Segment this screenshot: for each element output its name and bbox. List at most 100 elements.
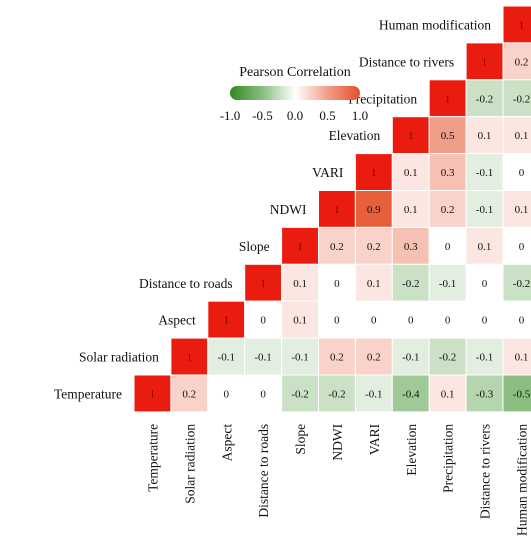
diagonal-cell: [465, 42, 504, 81]
cell-value: -0.1: [402, 352, 419, 364]
cell-value: 1: [334, 205, 339, 216]
cell-value: -0.1: [365, 388, 382, 400]
heatmap-cell: [502, 300, 531, 339]
cell-value: 0.3: [441, 167, 455, 179]
heatmap-cell: [281, 263, 320, 302]
heatmap-cell: [318, 374, 356, 413]
cell-value: 0.2: [367, 241, 381, 253]
legend-tick-label: 0.0: [287, 108, 303, 123]
cell-value: 0.1: [441, 388, 455, 400]
cell-value: 0.2: [330, 241, 344, 253]
legend-tick-label: 0.5: [319, 108, 335, 123]
heatmap-cell: [281, 374, 320, 413]
cell-value: -0.2: [439, 352, 456, 364]
cell-value: 1: [445, 94, 450, 105]
cell-value: 1: [519, 20, 524, 31]
heatmap-cell: [170, 374, 209, 413]
cell-value: -0.1: [218, 352, 235, 364]
row-label: Solar radiation: [79, 350, 159, 365]
cell-value: 0: [519, 315, 525, 327]
heatmap-cell: [465, 153, 504, 192]
cell-value: 0.2: [367, 352, 381, 364]
heatmap-cell: [465, 79, 504, 118]
heatmap-cell: [502, 337, 531, 376]
heatmap-cell: [502, 79, 531, 118]
cell-value: 0.2: [515, 56, 529, 68]
heatmap-cell: [391, 374, 430, 413]
column-label: Elevation: [404, 424, 419, 476]
heatmap-cell: [244, 374, 283, 413]
column-label: Human modification: [515, 424, 530, 536]
heatmap-cell: [428, 374, 467, 413]
cell-value: -0.1: [476, 352, 493, 364]
diagonal-cell: [133, 374, 172, 413]
cell-value: 0.1: [515, 204, 529, 216]
cell-value: 0.1: [515, 352, 529, 364]
heatmap-cell: [354, 300, 393, 339]
heatmap-cell: [465, 374, 504, 413]
cell-value: 1: [482, 57, 487, 68]
cell-value: -0.2: [328, 388, 345, 400]
diagonal-cell: [244, 263, 283, 302]
heatmap-cell: [428, 226, 467, 265]
cell-value: 1: [371, 168, 376, 179]
cell-value: 0.1: [404, 204, 418, 216]
heatmap-cell: [391, 263, 430, 302]
cell-value: 0: [482, 278, 488, 290]
row-label: VARI: [312, 165, 344, 180]
cell-value: 0: [519, 241, 525, 253]
heatmap-cell: [502, 190, 531, 228]
column-label: Solar radiation: [182, 424, 197, 504]
cell-value: 0: [445, 241, 451, 253]
cell-value: 0: [371, 315, 377, 327]
heatmap-cell: [281, 337, 320, 376]
cell-value: 1: [150, 389, 155, 400]
cell-value: 0.9: [367, 204, 381, 216]
heatmap-cell: [465, 300, 504, 339]
heatmap-cell: [465, 226, 504, 265]
cell-value: 1: [261, 279, 266, 290]
cell-value: -0.1: [476, 204, 493, 216]
cell-value: 0.1: [367, 278, 381, 290]
cell-value: -0.3: [476, 388, 494, 400]
cell-value: 0: [334, 278, 340, 290]
cell-value: 0.2: [441, 204, 455, 216]
cell-value: 1: [187, 353, 192, 364]
column-label: Temperature: [145, 424, 160, 492]
column-label: Distance to rivers: [478, 424, 493, 519]
cell-value: -0.1: [439, 278, 456, 290]
heatmap-cell: [244, 300, 283, 339]
cell-value: 0: [408, 315, 414, 327]
heatmap-cell: [502, 42, 531, 81]
cell-value: -0.2: [291, 388, 308, 400]
cell-value: 1: [298, 242, 303, 253]
row-label: Distance to rivers: [359, 54, 454, 69]
heatmap-cell: [354, 226, 393, 265]
column-label: Slope: [293, 424, 308, 455]
cell-value: -0.1: [254, 352, 271, 364]
column-label: Distance to roads: [256, 424, 271, 518]
heatmap-cell: [502, 226, 531, 265]
cell-value: 0.5: [441, 130, 455, 142]
cell-value: 1: [224, 316, 229, 327]
row-label: Elevation: [329, 128, 381, 143]
heatmap-cell: [502, 263, 531, 302]
cell-value: -0.1: [476, 167, 493, 179]
row-label: Aspect: [158, 313, 196, 328]
diagonal-cell: [207, 300, 246, 339]
cell-value: -0.5: [513, 388, 531, 400]
row-label: NDWI: [270, 202, 307, 217]
diagonal-cell: [281, 226, 320, 265]
cell-value: 0: [260, 388, 266, 400]
row-label: Temperature: [54, 386, 122, 401]
legend-title: Pearson Correlation: [239, 65, 351, 80]
heatmap-cell: [428, 263, 467, 302]
cell-value: 0.1: [404, 167, 418, 179]
legend-tick-label: 1.0: [352, 108, 368, 123]
column-label: NDWI: [330, 423, 345, 460]
column-label: VARI: [367, 423, 382, 455]
diagonal-cell: [502, 5, 531, 44]
cell-value: 0.1: [293, 315, 307, 327]
heatmap-cell: [428, 153, 467, 192]
cell-value: 0: [334, 315, 340, 327]
